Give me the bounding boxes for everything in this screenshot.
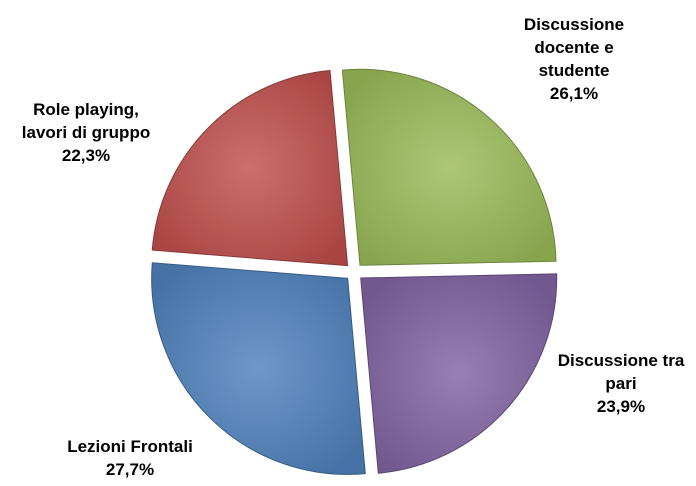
slice-category-label: docente e <box>534 38 613 57</box>
pie-slice <box>151 69 349 267</box>
slice-category-label: Lezioni Frontali <box>67 437 193 456</box>
pie-slice <box>341 68 557 266</box>
slice-value-label: 27,7% <box>106 460 154 479</box>
slice-category-label: lavori di gruppo <box>22 123 150 142</box>
slice-category-label: pari <box>605 374 636 393</box>
slice-category-label: Discussione tra <box>558 351 685 370</box>
slice-label: Discussione docente e studente 26,1% <box>524 15 624 103</box>
slice-label: Role playing, lavori di gruppo 22,3% <box>22 100 150 165</box>
slice-value-label: 23,9% <box>597 397 645 416</box>
pie-slice <box>360 273 558 474</box>
pie-slice <box>151 262 366 475</box>
slice-label: Lezioni Frontali 27,7% <box>67 437 193 479</box>
slice-value-label: 26,1% <box>550 84 598 103</box>
slice-label: Discussione tra pari 23,9% <box>558 351 685 416</box>
slice-category-label: Role playing, <box>33 100 139 119</box>
slice-value-label: 22,3% <box>62 146 110 165</box>
slice-category-label: Discussione <box>524 15 624 34</box>
slice-category-label: studente <box>539 61 610 80</box>
